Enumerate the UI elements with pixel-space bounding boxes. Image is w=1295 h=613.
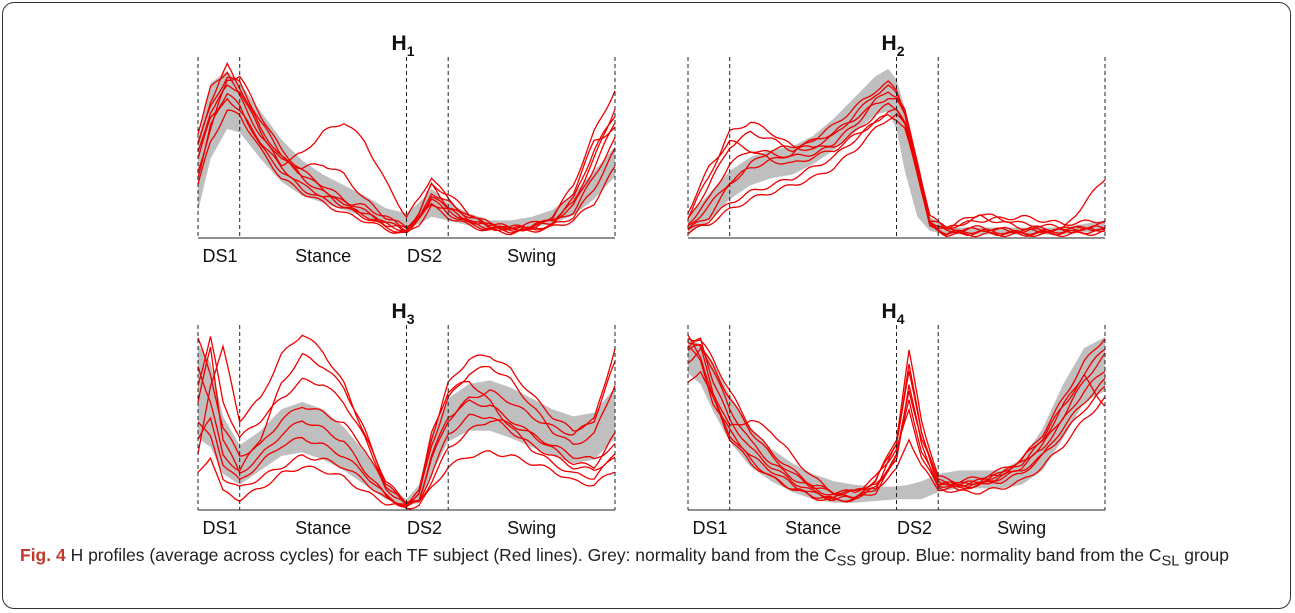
phase-label: DS1 (202, 518, 237, 538)
caption-text-a: H profiles (average across cycles) for e… (65, 545, 837, 565)
figure-panels: H1 DS1 Stance DS2 Swing H2 H3 DS1 Stance DS2 Swing… (197, 32, 1106, 538)
caption-text-b: group. Blue: normality band from the C (856, 545, 1162, 565)
normality-band (198, 344, 615, 507)
subject-line (687, 338, 1106, 495)
subject-line (197, 413, 616, 507)
subject-line (687, 80, 1106, 234)
panel-h2: H2 (687, 32, 1106, 239)
panel-h1: H1 DS1 Stance DS2 Swing (197, 32, 616, 266)
subject-line (687, 345, 1106, 502)
subject-line (197, 76, 616, 232)
phase-label: Swing (997, 518, 1046, 538)
phase-label: Stance (785, 518, 841, 538)
phase-label: DS2 (407, 518, 442, 538)
figure-label: Fig. 4 (20, 545, 66, 565)
figure-caption: Fig. 4 H profiles (average across cycles… (20, 543, 1275, 574)
panel-title: H4 (882, 300, 905, 327)
phase-label: DS1 (692, 518, 727, 538)
panel-h3: H3 DS1 Stance DS2 Swing (197, 300, 616, 538)
panel-title: H1 (392, 32, 415, 59)
subject-line (687, 91, 1106, 232)
phase-label: Swing (507, 246, 556, 266)
panel-title: H2 (882, 32, 905, 59)
caption-text-c: group (1179, 545, 1229, 565)
subject-line (687, 98, 1106, 236)
panel-title: H3 (392, 300, 415, 327)
phase-label: DS2 (897, 518, 932, 538)
phase-label: Stance (295, 518, 351, 538)
caption-sub-ss: SS (836, 553, 857, 570)
phase-label: Stance (295, 246, 351, 266)
subject-line (197, 90, 616, 233)
phase-label: DS1 (202, 246, 237, 266)
caption-sub-sl: SL (1161, 553, 1180, 570)
phase-label: DS2 (407, 246, 442, 266)
subject-line (197, 419, 616, 508)
phase-label: Swing (507, 518, 556, 538)
subject-line (687, 342, 1106, 495)
panel-h4: H4 DS1 Stance DS2 Swing (687, 300, 1106, 538)
